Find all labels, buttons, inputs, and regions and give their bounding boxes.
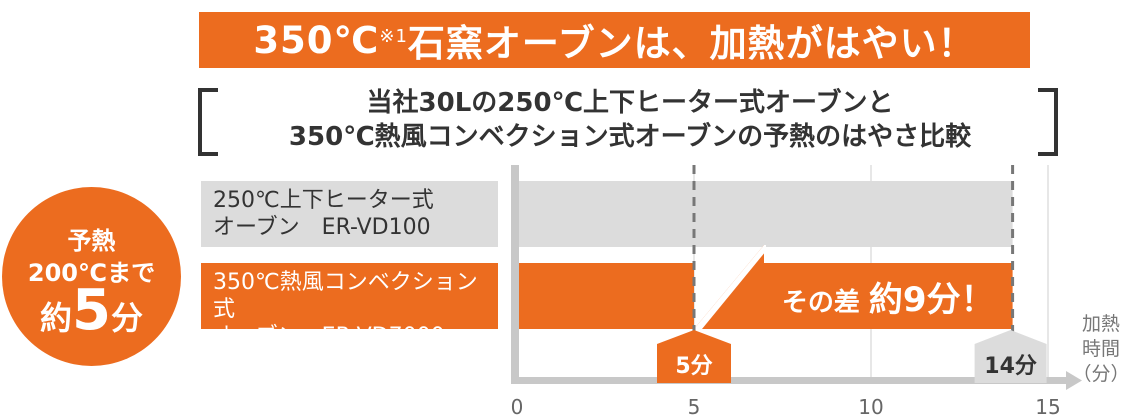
difference-arrow <box>694 245 1013 329</box>
row-label-vd7000-line2: オーブン ER-VD7000 <box>213 324 445 349</box>
x-axis-title-line-3: （分） <box>1072 363 1129 385</box>
headline-note-mark: ※1 <box>379 25 408 47</box>
badge-number: 5 <box>72 278 111 343</box>
subtitle-line-1: 当社30Lの250℃上下ヒーター式オーブンと <box>366 88 894 118</box>
comparison-subtitle: 当社30Lの250℃上下ヒーター式オーブンと 350℃熱風コンベクション式オーブ… <box>230 86 1030 154</box>
row-label-vd7000: 350℃熱風コンベクション式 オーブン ER-VD7000 <box>201 263 498 349</box>
difference-arrow-edge <box>694 245 766 329</box>
preheat-badge: 予熱 200℃まで 約5分 <box>2 187 181 366</box>
row-label-vd100-line2: オーブン ER-VD100 <box>213 215 431 240</box>
x-axis <box>511 377 1066 384</box>
bar-1 <box>517 263 694 329</box>
difference-label: その差 約9分！ <box>782 280 995 320</box>
marker-tag-1 <box>974 330 1047 383</box>
x-tick-label-0: 0 <box>511 395 524 419</box>
subtitle-line-2: 350℃熱風コンベクション式オーブンの予熱のはやさ比較 <box>288 122 972 152</box>
badge-line-3: 約5分 <box>2 283 181 352</box>
badge-line-1: 予熱 <box>67 227 116 255</box>
row-label-vd100-line1: 250℃上下ヒーター式 <box>213 188 434 213</box>
headline-banner: 350℃ ※1 石窯オーブンは、加熱がはやい！ <box>199 12 1030 68</box>
x-axis-title-line-2: 時間 <box>1082 338 1120 360</box>
badge-suffix: 分 <box>110 299 143 337</box>
headline-text: 石窯オーブンは、加熱がはやい！ <box>407 22 976 65</box>
x-tick-label-3: 15 <box>1035 395 1060 419</box>
badge-prefix: 約 <box>40 299 73 337</box>
left-bracket <box>198 88 218 156</box>
difference-value: 約9分！ <box>869 280 995 320</box>
marker-tag-0 <box>657 330 731 383</box>
row-label-vd100: 250℃上下ヒーター式 オーブン ER-VD100 <box>201 181 498 247</box>
marker-label-1: 14分 <box>984 354 1037 379</box>
x-tick-label-1: 5 <box>688 395 701 419</box>
headline-temp: 350℃ <box>253 18 380 62</box>
marker-label-0: 5分 <box>675 354 712 379</box>
x-axis-arrowhead <box>1066 371 1082 390</box>
x-axis-title-line-1: 加熱 <box>1082 313 1120 335</box>
right-bracket <box>1038 88 1058 156</box>
x-tick-label-2: 10 <box>858 395 883 419</box>
y-axis <box>511 165 519 383</box>
row-label-vd7000-line1: 350℃熱風コンベクション式 <box>213 270 478 322</box>
difference-prefix: その差 <box>782 287 869 318</box>
badge-line-2: 200℃まで <box>27 259 156 287</box>
bar-0 <box>517 181 1013 247</box>
